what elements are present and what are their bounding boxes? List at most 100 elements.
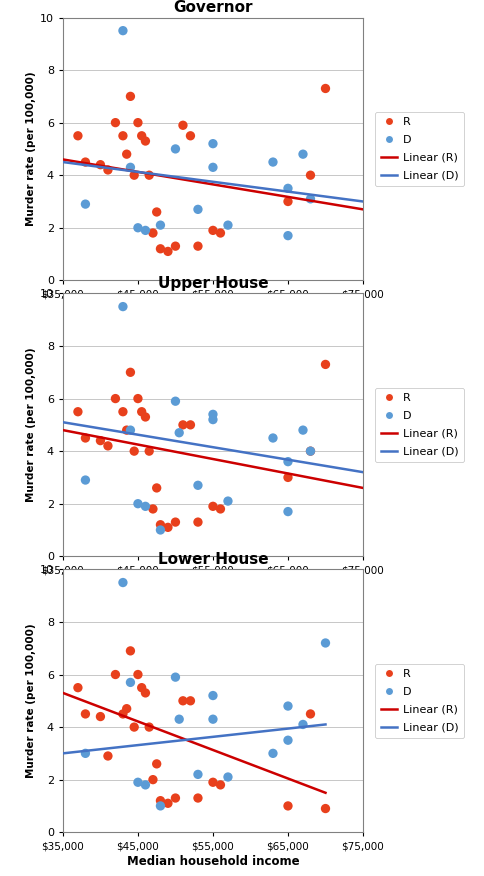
Point	[194, 515, 202, 529]
Point	[209, 499, 217, 513]
Point	[145, 444, 153, 458]
Point	[130, 168, 138, 182]
Point	[138, 129, 146, 143]
Point	[119, 576, 127, 590]
Point	[127, 89, 135, 103]
Point	[307, 444, 315, 458]
Point	[74, 405, 82, 419]
Point	[187, 418, 195, 432]
Point	[157, 518, 165, 532]
Point	[284, 181, 292, 195]
Point	[172, 394, 180, 408]
Point	[82, 746, 90, 760]
Point	[194, 791, 202, 805]
Point	[307, 192, 315, 206]
Point	[134, 775, 142, 789]
Point	[187, 694, 195, 708]
Point	[142, 778, 150, 792]
Point	[321, 802, 329, 816]
Point	[119, 129, 127, 143]
Point	[284, 455, 292, 469]
Point	[299, 717, 307, 731]
Point	[119, 300, 127, 314]
Point	[217, 226, 225, 240]
Point	[175, 712, 183, 726]
Point	[217, 502, 225, 516]
Point	[157, 799, 165, 813]
Point	[149, 502, 157, 516]
Point	[224, 218, 232, 232]
Legend: R, D, Linear (R), Linear (D): R, D, Linear (R), Linear (D)	[375, 388, 464, 462]
Point	[164, 520, 172, 534]
Point	[97, 434, 105, 448]
Point	[104, 439, 112, 453]
Point	[127, 365, 135, 379]
Point	[119, 707, 127, 721]
Point	[138, 405, 146, 419]
Point	[299, 423, 307, 437]
Point	[209, 223, 217, 237]
Point	[164, 796, 172, 810]
X-axis label: Median household income: Median household income	[127, 303, 299, 316]
Point	[172, 515, 180, 529]
Point	[217, 778, 225, 792]
Point	[123, 423, 131, 437]
Point	[142, 499, 150, 513]
Point	[153, 481, 161, 495]
Point	[269, 431, 277, 445]
Point	[321, 636, 329, 650]
Point	[179, 118, 187, 132]
Point	[321, 81, 329, 95]
Point	[209, 712, 217, 726]
Point	[127, 423, 135, 437]
Point	[127, 675, 135, 689]
Point	[209, 137, 217, 151]
Point	[209, 160, 217, 174]
Point	[172, 791, 180, 805]
Point	[82, 155, 90, 169]
Point	[269, 155, 277, 169]
X-axis label: Median household income: Median household income	[127, 855, 299, 868]
Point	[153, 205, 161, 219]
Point	[284, 505, 292, 519]
Legend: R, D, Linear (R), Linear (D): R, D, Linear (R), Linear (D)	[375, 664, 464, 738]
Point	[104, 749, 112, 763]
Point	[104, 163, 112, 177]
Point	[134, 392, 142, 406]
Point	[74, 129, 82, 143]
Point	[172, 670, 180, 684]
Point	[194, 202, 202, 216]
Point	[179, 418, 187, 432]
Point	[82, 473, 90, 487]
Y-axis label: Murder rate (per 100,000): Murder rate (per 100,000)	[26, 624, 36, 778]
Point	[134, 116, 142, 130]
Point	[284, 194, 292, 208]
Point	[82, 707, 90, 721]
Point	[130, 720, 138, 734]
Point	[284, 470, 292, 484]
Point	[179, 694, 187, 708]
Point	[307, 168, 315, 182]
Point	[112, 116, 120, 130]
Point	[119, 405, 127, 419]
Point	[134, 497, 142, 511]
Point	[149, 773, 157, 787]
Point	[209, 775, 217, 789]
Point	[172, 239, 180, 253]
Point	[187, 129, 195, 143]
Point	[307, 707, 315, 721]
Point	[157, 523, 165, 537]
Point	[284, 229, 292, 243]
Point	[269, 746, 277, 760]
Point	[82, 197, 90, 211]
Point	[112, 392, 120, 406]
Title: Governor: Governor	[173, 0, 253, 15]
Point	[284, 799, 292, 813]
Point	[142, 410, 150, 424]
Y-axis label: Murder rate (per 100,000): Murder rate (per 100,000)	[26, 348, 36, 502]
Point	[142, 223, 150, 237]
Y-axis label: Murder rate (per 100,000): Murder rate (per 100,000)	[26, 72, 36, 226]
Legend: R, D, Linear (R), Linear (D): R, D, Linear (R), Linear (D)	[375, 112, 464, 186]
Point	[209, 689, 217, 703]
Point	[224, 494, 232, 508]
